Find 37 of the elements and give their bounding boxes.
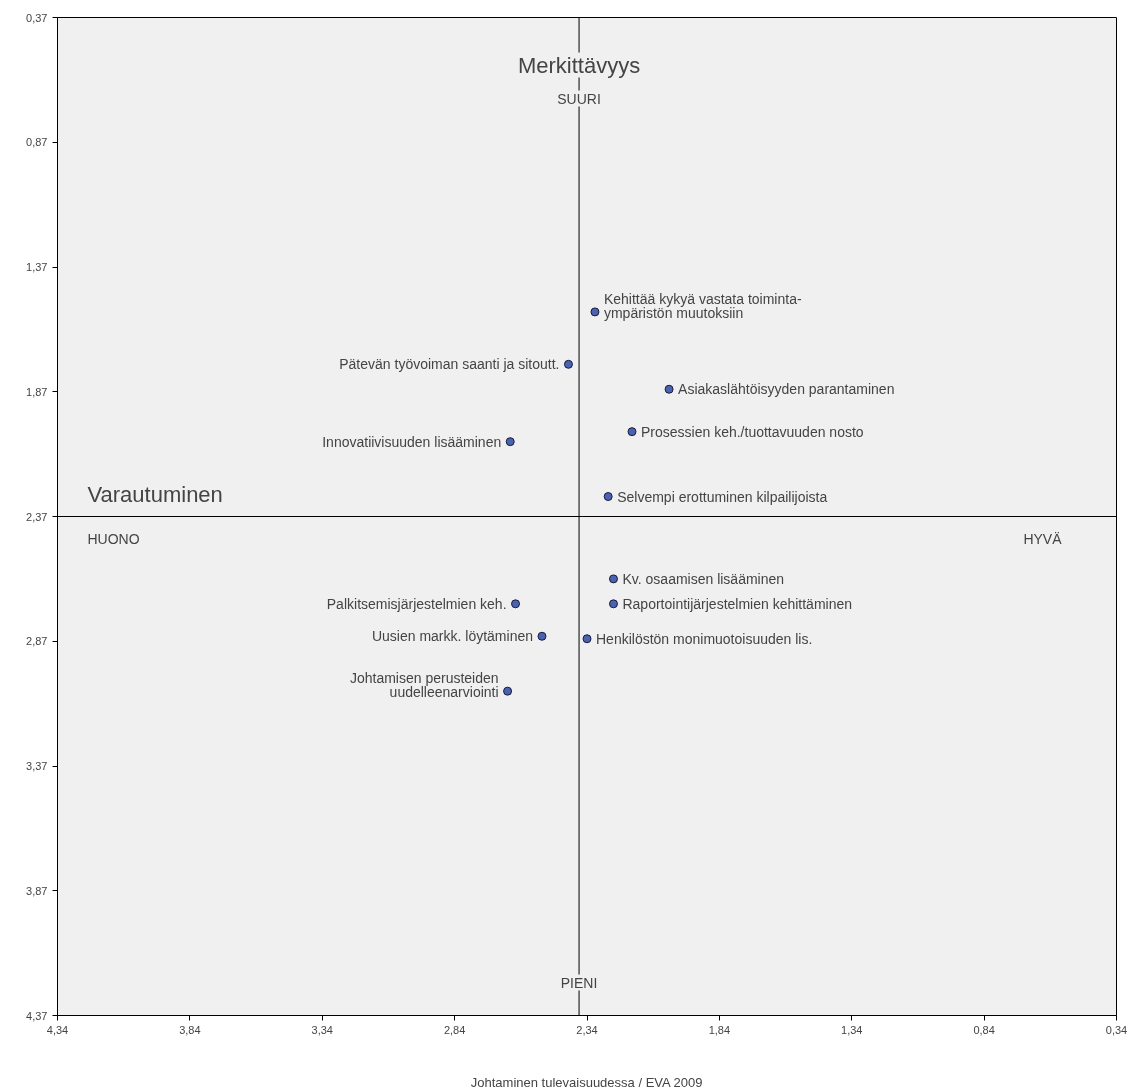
annotation: Uusien markk. löytäminen xyxy=(371,628,533,645)
y-tick-label: 1,87 xyxy=(26,385,48,398)
x-tick-label: 3,84 xyxy=(179,1023,201,1036)
annotation: Henkilöstön monimuotoisuuden lis. xyxy=(596,630,813,647)
y-tick-label: 3,37 xyxy=(26,760,48,772)
x-tick-label: 4,34 xyxy=(46,1023,69,1036)
x-tick-label: 1,84 xyxy=(708,1023,731,1036)
y-tick-label: 0,87 xyxy=(26,136,48,149)
annotation: Selvempi erottuminen kilpailijoista xyxy=(617,488,828,505)
annotation: Raportointijärjestelmien kehittäminen xyxy=(622,595,853,612)
y-tick-label: 3,87 xyxy=(26,884,48,897)
x-tick-label: 0,84 xyxy=(973,1023,995,1036)
x-tick-label: 3,34 xyxy=(311,1023,333,1036)
y-tick-label: 2,37 xyxy=(26,510,48,523)
annotation: Pätevän työvoiman saanti ja sitoutt. xyxy=(339,356,560,373)
annotation: HYVÄ xyxy=(1023,530,1063,547)
annotation: PIENI xyxy=(560,974,598,991)
x-tick-label: 2,34 xyxy=(576,1023,598,1036)
annotation: SUURI xyxy=(557,90,601,107)
annotation: Kehittää kykyä vastata toiminta- ympäristön muutoksiin xyxy=(603,291,802,321)
x-tick-label: 2,84 xyxy=(443,1023,466,1036)
x-tick-label: 0,34 xyxy=(1105,1023,1128,1036)
y-tick-label: 0,37 xyxy=(26,11,48,24)
x-tick-label: 1,34 xyxy=(841,1023,863,1036)
annotation: Kv. osaamisen lisääminen xyxy=(622,570,785,587)
annotation: Palkitsemisjärjestelmien keh. xyxy=(326,595,507,612)
ref-line-label: Varautuminen xyxy=(87,481,223,507)
x-axis-title: Johtaminen tulevaisuudessa / EVA 2009 xyxy=(470,1074,703,1090)
y-tick-label: 2,87 xyxy=(26,635,48,648)
y-tick-label: 1,37 xyxy=(26,261,48,273)
ref-line-label: Merkittävyys xyxy=(517,52,641,78)
annotation: Johtamisen perusteiden uudelleenarviointi xyxy=(349,670,499,700)
annotation: Innovatiivisuuden lisääminen xyxy=(322,433,502,450)
annotation: HUONO xyxy=(87,530,140,547)
y-tick-label: 4,37 xyxy=(26,1009,48,1022)
annotation: Prosessien keh./tuottavuuden nosto xyxy=(641,423,864,440)
annotation: Asiakaslähtöisyyden parantaminen xyxy=(678,381,895,398)
